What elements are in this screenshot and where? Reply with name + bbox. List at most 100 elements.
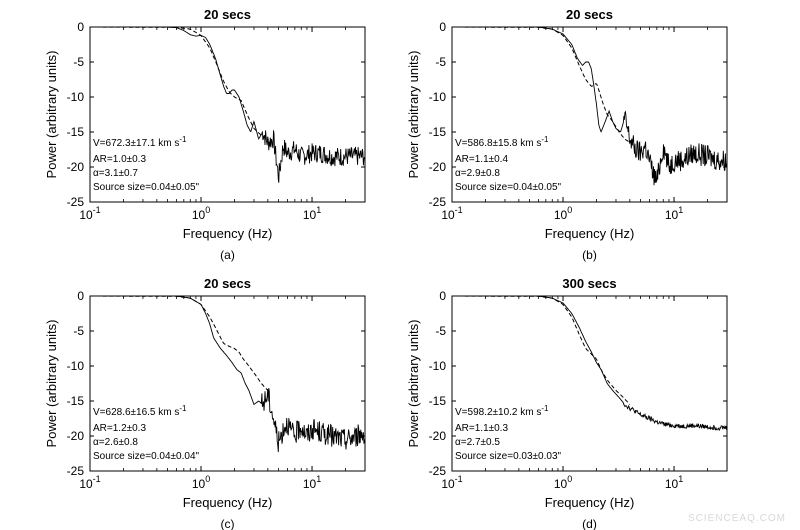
y-tick-label: -20 [67, 160, 85, 174]
x-tick-label: 10-1 [79, 474, 100, 491]
fit-annotation-sup: -1 [179, 404, 187, 413]
y-tick-label: -10 [429, 90, 447, 104]
x-tick-exp: -1 [455, 205, 463, 215]
x-tick-label: 100 [554, 474, 572, 491]
x-tick-exp: 0 [567, 205, 572, 215]
fit-annotation: AR=1.1±0.3 [455, 423, 508, 434]
chart-title: 20 secs [204, 276, 251, 291]
y-tick-label: -20 [429, 160, 447, 174]
series-group [452, 296, 727, 431]
fit-annotation-sup: -1 [541, 404, 549, 413]
y-tick-label: -10 [67, 90, 85, 104]
model-fit-line [90, 296, 269, 391]
y-tick-label: -25 [67, 195, 85, 209]
fit-annotation: α=2.6±0.8 [93, 437, 138, 448]
watermark: SCIENCEAQ.COM [687, 513, 786, 524]
x-tick-label: 10-1 [441, 474, 462, 491]
x-tick-label: 10-1 [441, 205, 462, 222]
fit-annotation: V=598.2±10.2 km s-1 [455, 404, 549, 418]
y-tick-label: -15 [429, 394, 447, 408]
x-tick-exp: -1 [93, 205, 101, 215]
x-tick-label: 101 [303, 205, 321, 222]
observed-spectrum-line [452, 296, 727, 431]
x-tick-label: 100 [192, 205, 210, 222]
plot-frame [89, 295, 366, 472]
y-axis-label: Power (arbitrary units) [44, 320, 59, 448]
y-tick-label: -5 [435, 324, 446, 338]
model-fit-line [452, 27, 631, 143]
y-tick-label: -20 [67, 429, 85, 443]
fit-annotation: Source size=0.04±0.04" [93, 451, 200, 462]
panel-label: (a) [220, 248, 235, 262]
fit-annotation-sup: -1 [541, 135, 549, 144]
x-tick-label: 100 [554, 205, 572, 222]
panel-label: (d) [582, 517, 597, 530]
x-tick-exp: 1 [678, 205, 683, 215]
x-tick-label: 10-1 [79, 205, 100, 222]
fit-annotation: α=2.7±0.5 [455, 437, 500, 448]
x-axis-label: Frequency (Hz) [545, 226, 635, 241]
x-tick-exp: 0 [205, 474, 210, 484]
y-tick-label: -25 [67, 464, 85, 478]
y-axis-label: Power (arbitrary units) [406, 51, 421, 179]
y-tick-label: -15 [67, 125, 85, 139]
x-tick-label: 101 [665, 205, 683, 222]
fit-annotation-sup: -1 [179, 135, 187, 144]
panel-label: (b) [582, 248, 597, 262]
fit-annotation: Source size=0.04±0.05" [93, 182, 200, 193]
x-axis-label: Frequency (Hz) [183, 226, 273, 241]
fit-annotation: V=628.6±16.5 km s-1 [93, 404, 187, 418]
fit-annotation: Source size=0.04±0.05" [455, 182, 562, 193]
x-tick-label: 101 [303, 474, 321, 491]
x-tick-label: 100 [192, 474, 210, 491]
x-tick-base: 10 [441, 477, 455, 491]
y-tick-label: -10 [67, 359, 85, 373]
x-tick-base: 10 [441, 208, 455, 222]
y-tick-label: -20 [429, 429, 447, 443]
fit-annotation: AR=1.0±0.3 [93, 154, 146, 165]
fit-annotation: V=586.8±15.8 km s-1 [455, 135, 549, 149]
plot-frame [451, 26, 728, 203]
x-tick-base: 10 [192, 477, 206, 491]
x-tick-exp: 0 [567, 474, 572, 484]
plot-frame [89, 26, 366, 203]
x-axis-label: Frequency (Hz) [183, 495, 273, 510]
panel-label: (c) [221, 517, 235, 530]
y-tick-label: 0 [77, 20, 84, 34]
fit-annotation: AR=1.2±0.3 [93, 423, 146, 434]
fit-annotation: V=672.3±17.1 km s-1 [93, 135, 187, 149]
series-group [90, 296, 365, 453]
x-tick-base: 10 [192, 208, 206, 222]
y-tick-label: 0 [77, 289, 84, 303]
chart-title: 300 secs [562, 276, 616, 291]
plot-frame [451, 295, 728, 472]
fit-annotation: α=2.9±0.8 [455, 168, 500, 179]
x-tick-base: 10 [79, 477, 93, 491]
y-tick-label: -15 [67, 394, 85, 408]
x-axis-label: Frequency (Hz) [545, 495, 635, 510]
chart-title: 20 secs [204, 7, 251, 22]
y-tick-label: -10 [429, 359, 447, 373]
y-tick-label: -5 [435, 55, 446, 69]
x-tick-exp: -1 [455, 474, 463, 484]
x-tick-exp: -1 [93, 474, 101, 484]
y-tick-label: -25 [429, 464, 447, 478]
observed-spectrum-line [90, 296, 365, 453]
x-tick-exp: 1 [316, 474, 321, 484]
x-tick-base: 10 [79, 208, 93, 222]
x-tick-base: 10 [665, 477, 679, 491]
y-tick-label: 0 [439, 289, 446, 303]
y-tick-label: -5 [73, 324, 84, 338]
model-fit-line [90, 27, 269, 140]
x-tick-base: 10 [665, 208, 679, 222]
y-tick-label: 0 [439, 20, 446, 34]
x-tick-exp: 0 [205, 205, 210, 215]
observed-spectrum-line [452, 27, 727, 186]
x-tick-base: 10 [554, 208, 568, 222]
model-fit-line [452, 296, 631, 405]
